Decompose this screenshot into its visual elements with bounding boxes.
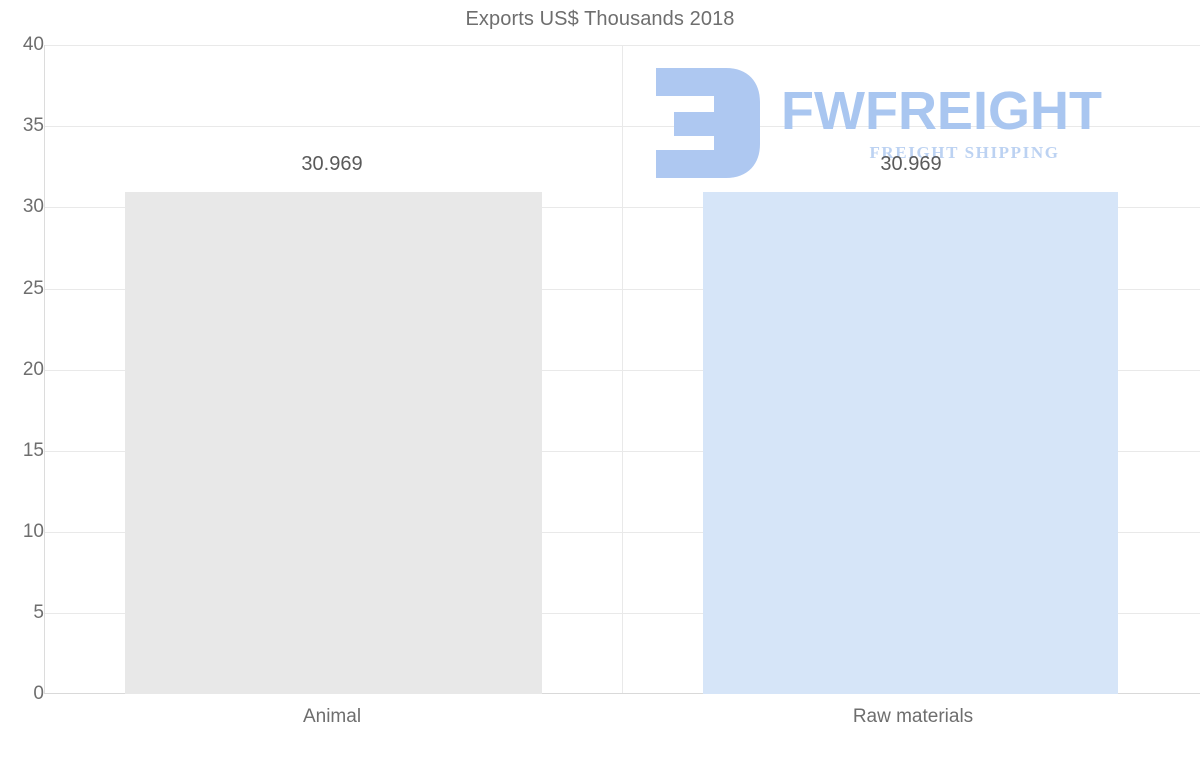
- bar-animal[interactable]: [125, 192, 542, 694]
- x-axis-line: [44, 693, 1200, 694]
- y-axis-tick-0: 0: [10, 683, 44, 705]
- y-axis-tick-label: 5: [33, 602, 44, 623]
- y-axis-tick-label: 35: [22, 115, 44, 136]
- y-axis-tick-20: 20: [10, 359, 44, 381]
- y-axis-tick-label: 20: [22, 359, 44, 380]
- y-axis-tick-35: 35: [10, 115, 44, 137]
- y-axis-tick-5: 5: [10, 602, 44, 624]
- y-axis-tick-10: 10: [10, 521, 44, 543]
- chart-title: Exports US$ Thousands 2018: [465, 8, 735, 30]
- y-axis-tick-label: 10: [22, 521, 44, 542]
- y-axis-tick-label: 40: [22, 34, 44, 55]
- y-axis-tick-15: 15: [10, 440, 44, 462]
- y-axis-tick-25: 25: [10, 278, 44, 300]
- y-axis-tick-label: 15: [22, 440, 44, 461]
- bar-value-label-raw-materials: 30.969: [880, 153, 942, 175]
- y-axis-tick-30: 30: [10, 196, 44, 218]
- x-axis-label-raw-materials: Raw materials: [852, 706, 974, 727]
- y-axis-tick-40: 40: [10, 34, 44, 56]
- bar-raw-materials[interactable]: [703, 192, 1118, 694]
- plot-area: [44, 45, 1200, 694]
- gridline-vertical-category-separator: [622, 45, 623, 694]
- y-axis-tick-label: 25: [22, 278, 44, 299]
- y-axis-tick-label: 30: [22, 196, 44, 217]
- y-axis-tick-label: 0: [33, 683, 44, 704]
- bar-value-label-animal: 30.969: [301, 153, 363, 175]
- y-axis-line: [44, 45, 45, 694]
- x-axis-label-animal: Animal: [302, 706, 362, 727]
